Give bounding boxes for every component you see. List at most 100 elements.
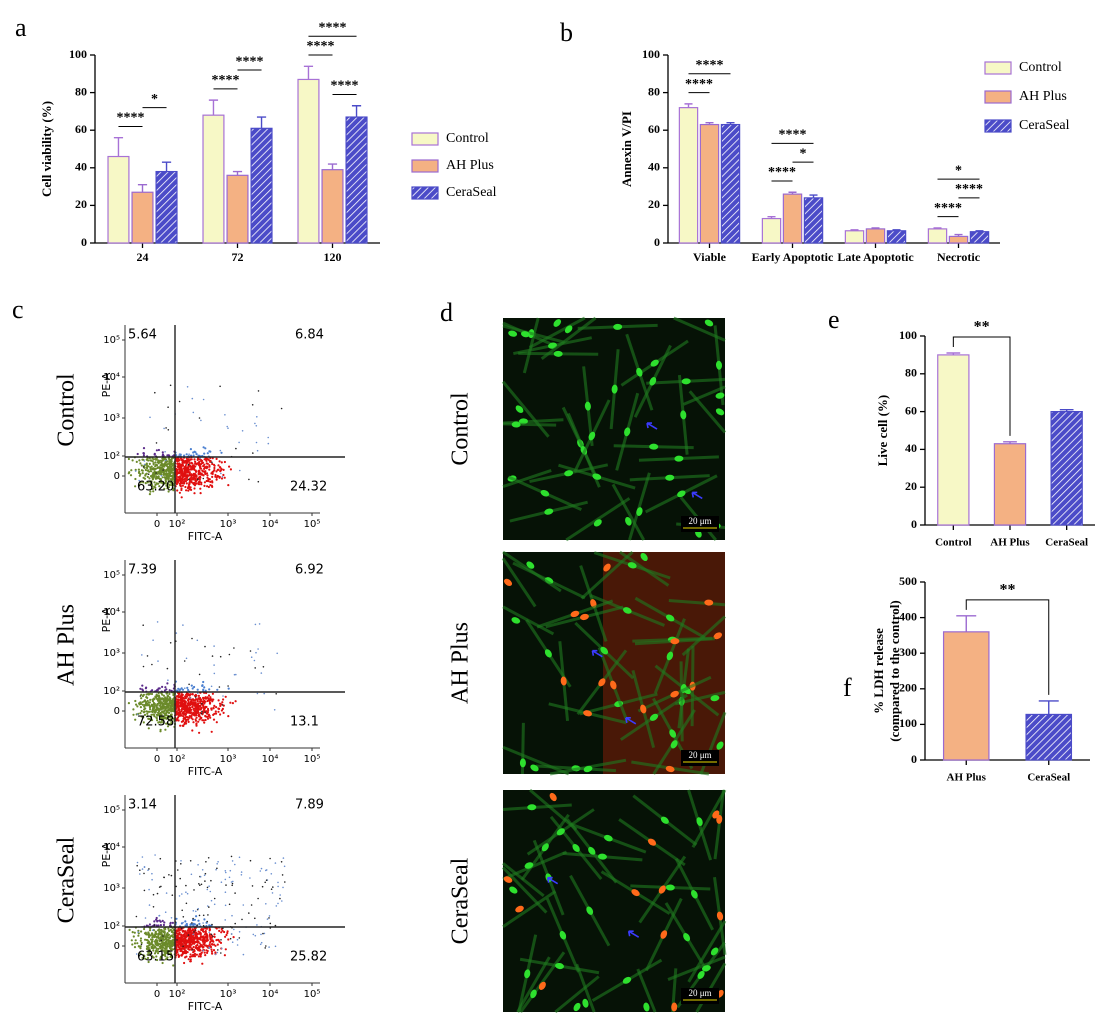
event-dot: [257, 480, 260, 483]
event-dot: [230, 933, 233, 935]
event-dot: [192, 473, 195, 476]
x-axis-label: FITC-A: [188, 530, 223, 543]
event-dot: [212, 718, 216, 721]
event-dot: [229, 937, 232, 940]
event-dot: [209, 890, 212, 893]
y-tick-label: 80: [905, 366, 917, 380]
event-dot: [148, 923, 151, 926]
event-dot: [168, 699, 171, 703]
event-dot: [182, 938, 185, 941]
event-dot: [179, 949, 182, 953]
event-dot: [144, 700, 148, 704]
event-dot: [271, 892, 274, 894]
event-dot: [221, 704, 224, 706]
event-dot: [207, 715, 210, 718]
event-dot: [182, 724, 185, 728]
event-dot: [183, 697, 186, 700]
event-dot: [196, 924, 198, 926]
event-dot: [184, 930, 187, 933]
nucleus: [631, 889, 640, 897]
event-dot: [183, 947, 186, 951]
event-dot: [154, 391, 156, 394]
bar: [699, 123, 720, 244]
event-dot: [166, 487, 169, 490]
x-tick-label: 10²: [169, 989, 186, 1000]
event-dot: [189, 946, 192, 949]
event-dot: [169, 945, 172, 949]
event-dot: [202, 688, 205, 691]
event-dot: [210, 730, 213, 733]
event-dot: [268, 946, 270, 948]
event-dot: [220, 709, 223, 712]
error-bar: [892, 229, 901, 231]
arrow: [591, 649, 603, 658]
event-dot: [248, 478, 250, 481]
event-dot: [181, 940, 184, 943]
event-dot: [266, 918, 269, 920]
event-dot: [142, 447, 146, 450]
event-dot: [224, 919, 226, 921]
event-dot: [165, 722, 168, 725]
event-dot: [175, 917, 178, 920]
y-tick-label: 0: [654, 235, 660, 249]
x-tick-label: AH Plus: [947, 772, 987, 784]
cell-body: [502, 850, 568, 881]
error-bar: [705, 121, 714, 125]
x-tick-label: 120: [324, 250, 342, 264]
event-dot: [199, 473, 202, 476]
event-dot: [178, 466, 181, 469]
bar: [345, 116, 368, 244]
event-dot: [182, 624, 184, 626]
event-dot: [194, 929, 197, 931]
event-dot: [184, 956, 187, 959]
event-dot: [200, 483, 203, 486]
event-dot: [222, 695, 224, 697]
event-dot: [178, 400, 181, 403]
event-dot: [165, 717, 168, 720]
event-dot: [183, 478, 186, 481]
event-dot: [184, 938, 187, 941]
nucleus: [503, 876, 513, 883]
event-dot: [150, 719, 154, 722]
event-dot: [160, 928, 163, 932]
nucleus: [583, 710, 593, 717]
event-dot: [254, 667, 256, 669]
event-dot: [214, 712, 218, 715]
event-dot: [175, 945, 178, 948]
x-tick-label: 10²: [169, 519, 186, 530]
event-dot: [204, 944, 207, 947]
nucleus: [715, 408, 725, 416]
event-dot: [141, 703, 144, 706]
event-dot: [203, 933, 206, 936]
event-dot: [217, 468, 220, 471]
event-dot: [166, 475, 169, 478]
event-dot: [160, 946, 163, 949]
event-dot: [143, 713, 147, 717]
quadrant-percentage: 6.92: [295, 563, 324, 578]
event-dot: [140, 941, 143, 945]
micrograph: [503, 318, 725, 540]
x-tick-label: 10⁴: [262, 989, 279, 1000]
event-dot: [140, 464, 143, 467]
nucleus: [710, 947, 719, 956]
event-dot: [208, 947, 211, 949]
event-dot: [188, 486, 191, 489]
event-dot: [177, 716, 180, 719]
event-dot: [177, 705, 180, 708]
cell-body: [691, 789, 727, 848]
event-dot: [219, 385, 221, 388]
event-dot: [225, 884, 227, 886]
event-dot: [189, 860, 192, 862]
nucleus: [509, 886, 518, 894]
event-dot: [257, 897, 259, 900]
event-dot: [155, 947, 158, 950]
event-dot: [272, 886, 274, 888]
event-dot: [218, 707, 221, 711]
event-dot: [234, 700, 237, 703]
event-dot: [232, 936, 235, 939]
event-dot: [152, 462, 155, 465]
event-dot: [191, 929, 194, 932]
quadrant-percentage: 5.64: [128, 328, 157, 343]
event-dot: [202, 946, 205, 949]
event-dot: [203, 702, 206, 705]
